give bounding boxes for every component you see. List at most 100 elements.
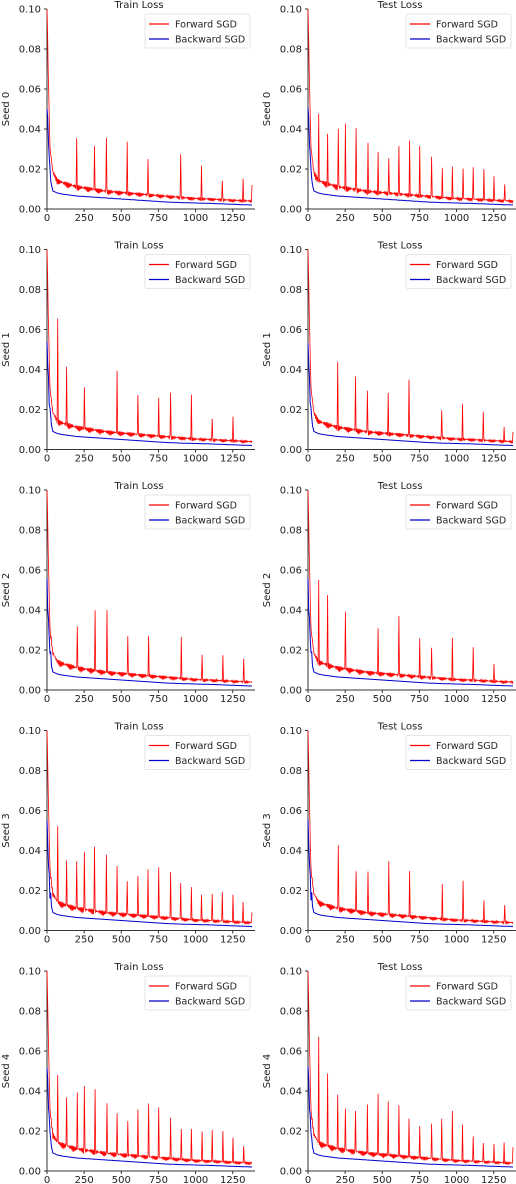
x-tick-label: 0 [44,694,50,705]
y-tick-label: 0.06 [280,325,302,336]
y-tick-label: 0.06 [280,566,302,577]
x-tick-label: 1000 [183,213,208,224]
backward-sgd-line [46,108,252,206]
y-tick-label: 0.02 [280,1127,302,1138]
y-tick-label: 0.02 [280,165,302,176]
x-tick-label: 0 [305,454,311,465]
x-tick-label: 0 [44,935,50,946]
y-tick-label: 0.10 [280,245,302,256]
x-tick-label: 500 [112,213,131,224]
x-tick-label: 250 [336,694,355,705]
y-axis-label: Seed 2 [262,573,273,608]
backward-sgd-line [46,820,252,927]
legend-backward-label: Backward SGD [436,516,506,527]
legend-box [144,494,251,530]
y-axis-label: Seed 0 [262,92,273,127]
legend-backward-label: Backward SGD [175,997,245,1008]
x-tick-label: 1250 [220,935,245,946]
x-tick-label: 1250 [220,454,245,465]
y-tick-label: 0.08 [19,285,41,296]
y-tick-label: 0.04 [19,365,41,376]
y-tick-label: 0.06 [19,806,41,817]
y-tick-label: 0.10 [19,245,41,256]
y-tick-label: 0.00 [19,205,41,216]
x-tick-label: 250 [336,1175,355,1184]
y-tick-label: 0.08 [280,1007,302,1018]
y-axis-label: Seed 3 [262,813,273,848]
x-tick-label: 750 [149,1175,168,1184]
x-tick-label: 500 [112,454,131,465]
x-tick-label: 0 [44,213,50,224]
legend-box [405,975,512,1011]
y-tick-label: 0.04 [19,1087,41,1098]
y-tick-label: 0.04 [280,606,302,617]
y-axis-label: Seed 1 [1,332,12,367]
y-tick-label: 0.04 [19,606,41,617]
x-tick-label: 0 [305,935,311,946]
y-tick-label: 0.02 [280,886,302,897]
x-tick-label: 250 [75,1175,94,1184]
subplot-title: Test Loss [377,0,423,11]
y-tick-label: 0.08 [19,766,41,777]
forward-sgd-line [307,8,514,205]
x-tick-label: 1250 [220,213,245,224]
y-tick-label: 0.00 [280,205,302,216]
x-tick-label: 250 [75,213,94,224]
x-tick-label: 750 [410,935,429,946]
forward-sgd-line [307,249,514,445]
x-tick-label: 500 [373,213,392,224]
legend-backward-label: Backward SGD [175,275,245,286]
legend-forward-label: Forward SGD [175,260,237,271]
x-tick-label: 750 [410,694,429,705]
x-tick-label: 0 [305,694,311,705]
y-tick-label: 0.00 [280,686,302,697]
subplot-title: Test Loss [377,241,423,252]
y-tick-label: 0.10 [19,726,41,737]
legend-box [144,735,251,770]
legend-backward-label: Backward SGD [436,35,506,46]
x-tick-label: 1000 [183,694,208,705]
y-tick-label: 0.10 [19,486,41,497]
y-tick-label: 0.08 [280,766,302,777]
y-tick-label: 0.06 [280,1047,302,1058]
y-axis-label: Seed 4 [1,1054,12,1089]
x-tick-label: 1250 [481,454,506,465]
backward-sgd-line [46,341,252,446]
x-tick-label: 1250 [481,213,506,224]
legend-backward-label: Backward SGD [436,756,506,767]
x-tick-label: 750 [410,454,429,465]
legend-backward-label: Backward SGD [175,35,245,46]
y-tick-label: 0.06 [19,566,41,577]
legend-box [405,13,512,49]
x-tick-label: 250 [75,454,94,465]
subplot-title: Train Loss [113,241,163,252]
x-tick-label: 500 [112,694,131,705]
x-tick-label: 1000 [444,694,469,705]
y-tick-label: 0.10 [280,726,302,737]
y-tick-label: 0.00 [280,926,302,937]
x-tick-label: 0 [44,454,50,465]
x-tick-label: 250 [336,935,355,946]
x-tick-label: 1250 [481,1175,506,1184]
y-tick-label: 0.06 [280,85,302,96]
x-tick-label: 750 [149,213,168,224]
y-tick-label: 0.04 [19,125,41,136]
x-tick-label: 750 [149,454,168,465]
y-tick-label: 0.10 [280,5,302,16]
y-tick-label: 0.08 [19,45,41,56]
x-tick-label: 1000 [444,1175,469,1184]
x-tick-label: 750 [410,213,429,224]
x-tick-label: 500 [373,454,392,465]
subplot-title: Train Loss [113,0,163,11]
y-tick-label: 0.02 [19,886,41,897]
y-tick-label: 0.08 [19,1007,41,1018]
y-tick-label: 0.04 [19,846,41,857]
x-tick-label: 1000 [444,213,469,224]
legend-forward-label: Forward SGD [175,741,237,752]
legend-box [405,254,512,289]
y-tick-label: 0.00 [19,686,41,697]
legend-forward-label: Forward SGD [175,20,237,31]
y-tick-label: 0.08 [19,526,41,537]
legend-backward-label: Backward SGD [175,756,245,767]
